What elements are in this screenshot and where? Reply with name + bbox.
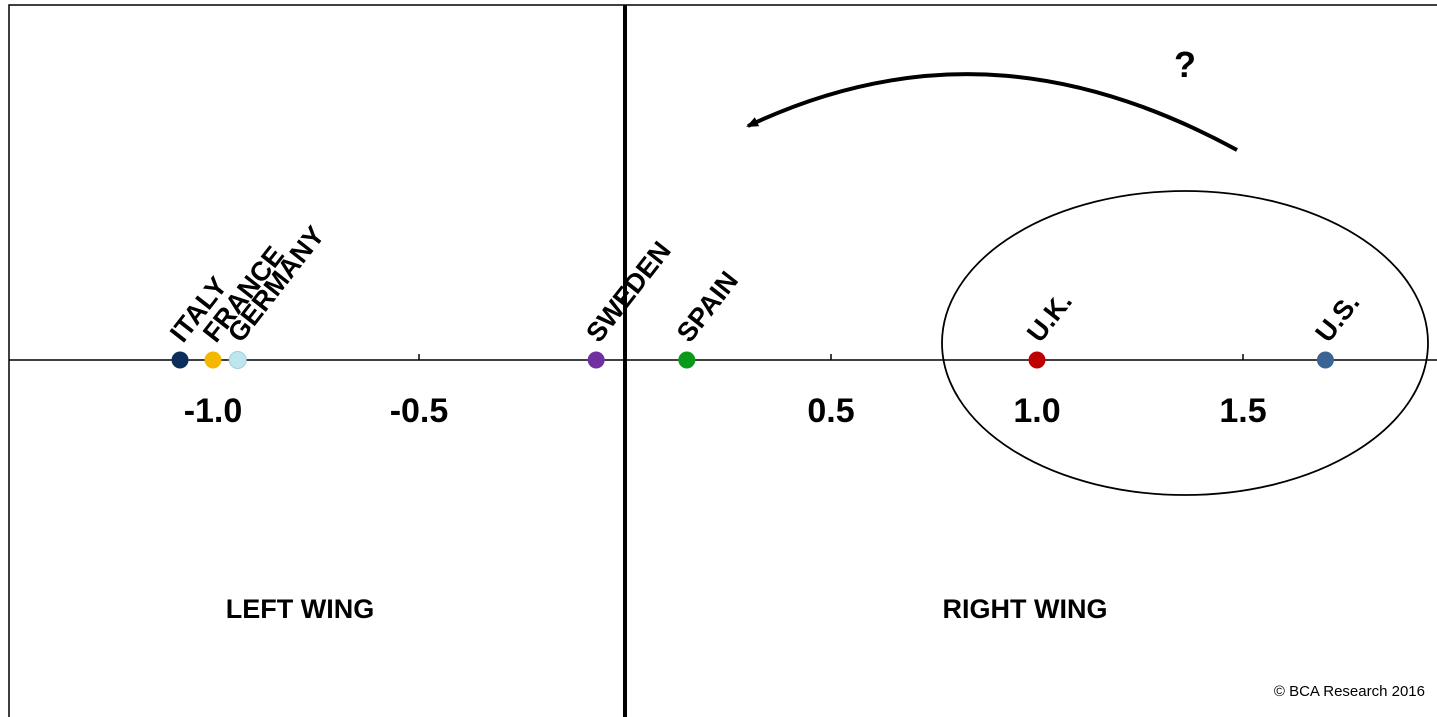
shift-arrow — [746, 72, 1238, 152]
x-tick-label: 1.5 — [1219, 392, 1266, 430]
data-point — [204, 351, 222, 369]
data-point — [171, 351, 189, 369]
data-point — [587, 351, 605, 369]
x-tick-label: -1.0 — [184, 392, 243, 430]
question-mark-annotation: ? — [1174, 44, 1196, 85]
x-tick-label: 0.5 — [807, 392, 854, 430]
point-label: U.S. — [1309, 288, 1365, 348]
data-point — [1316, 351, 1334, 369]
right-wing-label: RIGHT WING — [943, 594, 1108, 624]
chart-frame — [8, 4, 1437, 717]
data-point — [228, 351, 247, 369]
x-tick-label: -0.5 — [390, 392, 449, 430]
point-label: U.K. — [1021, 287, 1078, 348]
point-label: SPAIN — [671, 266, 744, 348]
x-axis-ticks: -1.0 -0.5 0.5 1.0 1.5 — [184, 354, 1267, 430]
x-tick-label: 1.0 — [1013, 392, 1060, 430]
left-wing-label: LEFT WING — [226, 594, 374, 624]
copyright-credit: © BCA Research 2016 — [1274, 683, 1425, 700]
point-label: SWEDEN — [580, 236, 677, 348]
axes — [9, 5, 1437, 717]
data-point — [1028, 351, 1046, 369]
highlight-ellipse — [941, 190, 1429, 496]
data-point — [678, 351, 696, 369]
